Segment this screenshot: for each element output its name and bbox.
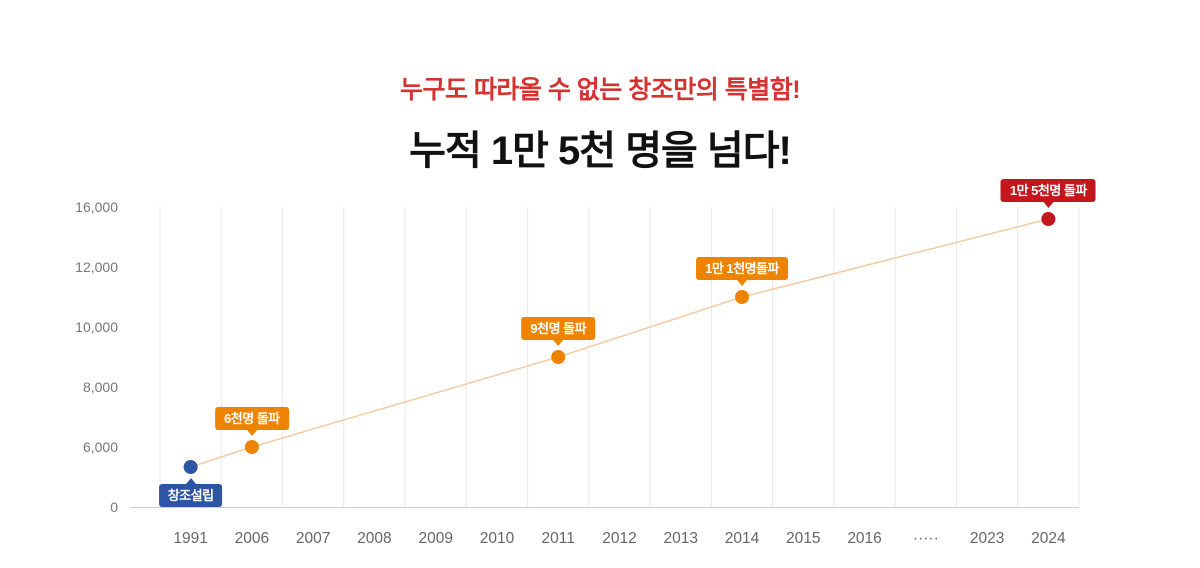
milestone-badge-1991: 창조설립 bbox=[158, 478, 223, 507]
x-axis-year-label: 2008 bbox=[357, 530, 391, 547]
data-point-2011 bbox=[551, 350, 566, 364]
x-axis-year-label: 2009 bbox=[418, 530, 452, 547]
x-axis-year-label: ····· bbox=[913, 530, 939, 547]
x-axis-year-label: 2015 bbox=[786, 530, 820, 547]
x-axis-year-label: 2016 bbox=[847, 530, 881, 547]
chart-subtitle: 누구도 따라올 수 없는 창조만의 특별함! bbox=[399, 76, 801, 104]
x-axis-year-label: 2012 bbox=[602, 530, 636, 547]
milestone-badge-2011: 9천명 돌파 bbox=[521, 317, 596, 346]
y-axis-tick-label: 12,000 bbox=[75, 259, 118, 275]
x-axis-year-label: 2011 bbox=[542, 530, 575, 547]
milestone-badge-2014: 1만 1천명돌파 bbox=[696, 257, 788, 286]
chart-header: 누구도 따라올 수 없는 창조만의 특별함! 누적 1만 5천 명을 넘다! bbox=[0, 70, 1200, 176]
y-axis-tick-label: 6,000 bbox=[83, 439, 118, 455]
x-axis-year-label: 2024 bbox=[1031, 530, 1066, 547]
x-axis-year-label: 2013 bbox=[664, 530, 698, 547]
y-axis-tick-label: 0 bbox=[110, 499, 118, 515]
milestone-badge-2006: 6천명 돌파 bbox=[215, 407, 289, 436]
chart-title: 누적 1만 5천 명을 넘다! bbox=[409, 129, 792, 173]
data-point-2024 bbox=[1041, 212, 1056, 226]
y-axis-tick-label: 10,000 bbox=[75, 319, 118, 335]
x-axis-year-label: 2014 bbox=[725, 530, 760, 547]
x-axis-year-label: 2010 bbox=[480, 530, 515, 547]
data-point-2014 bbox=[735, 290, 750, 304]
x-axis-year-label: 2006 bbox=[235, 530, 269, 547]
milestone-badge-2024: 1만 5천명 돌파 bbox=[1000, 179, 1096, 208]
x-axis-year-label: 2023 bbox=[970, 530, 1004, 547]
trend-line bbox=[190, 218, 1049, 468]
x-axis-year-label: 2007 bbox=[296, 530, 330, 547]
data-point-1991 bbox=[183, 460, 198, 474]
y-axis-tick-label: 16,000 bbox=[75, 199, 118, 215]
data-point-2006 bbox=[244, 440, 259, 454]
x-axis-year-label: 1991 bbox=[173, 530, 207, 547]
y-axis-tick-label: 8,000 bbox=[83, 379, 118, 395]
